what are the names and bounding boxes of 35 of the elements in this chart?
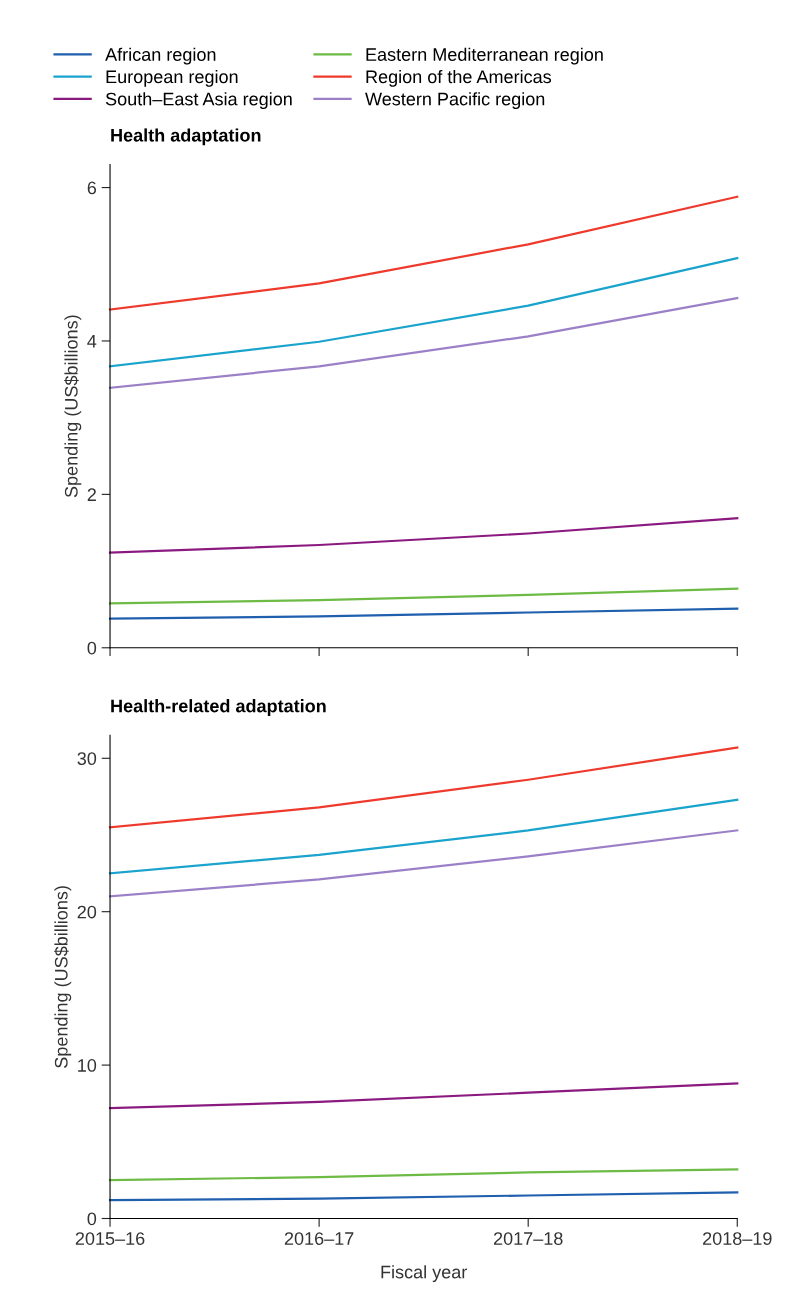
line-series xyxy=(108,798,739,875)
line-series xyxy=(108,195,739,311)
y-tick-label: 20 xyxy=(77,905,97,919)
chart-title: Health adaptation xyxy=(111,128,261,146)
y-tick-label: 4 xyxy=(87,335,97,348)
line-series xyxy=(108,257,739,368)
y-tick-label: 10 xyxy=(78,1059,97,1072)
line-series xyxy=(108,607,739,620)
line-series xyxy=(108,746,739,829)
x-tick-label: 2017–18 xyxy=(493,1232,563,1245)
x-tick-label: 2016–17 xyxy=(284,1232,354,1245)
y-tick-label: 6 xyxy=(87,181,97,195)
line-series xyxy=(108,517,739,554)
y-axis-title: Spending (US$billions) xyxy=(64,315,82,498)
legend-label: Eastern Mediterranean region xyxy=(366,47,603,65)
x-tick-label: 2015–16 xyxy=(75,1232,145,1245)
line-series xyxy=(108,1082,739,1110)
y-axis-title: Spending (US$billions) xyxy=(54,886,72,1068)
y-tick-label: 30 xyxy=(77,752,97,766)
legend-label: African region xyxy=(105,47,216,65)
legend-label: Region of the Americas xyxy=(366,69,552,87)
x-axis-title: Fiscal year xyxy=(381,1265,467,1283)
line-series xyxy=(108,829,739,898)
legend-label: European region xyxy=(106,69,238,87)
chart-title: Health-related adaptation xyxy=(111,699,326,716)
line-series xyxy=(108,1191,739,1202)
legend-label: South–East Asia region xyxy=(105,92,292,110)
x-tick-label: 2018–19 xyxy=(703,1232,772,1245)
line-series xyxy=(108,587,739,605)
y-tick-label: 0 xyxy=(87,641,97,655)
line-series xyxy=(108,296,739,389)
y-tick-label: 0 xyxy=(87,1212,97,1226)
y-tick-label: 2 xyxy=(87,488,96,501)
line-series xyxy=(108,1168,739,1182)
legend-label: Western Pacific region xyxy=(365,92,545,110)
